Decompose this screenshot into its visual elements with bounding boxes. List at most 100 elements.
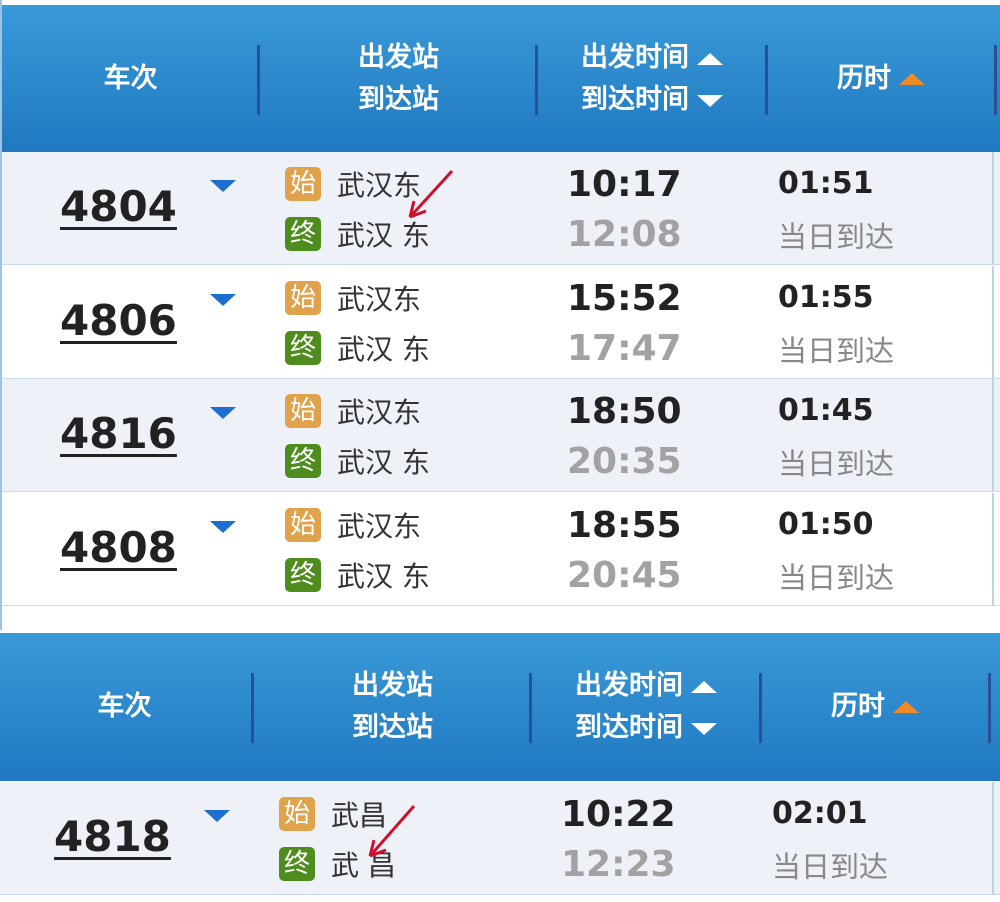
train-number-link[interactable]: 4808: [60, 522, 177, 572]
header-train[interactable]: 车次: [97, 691, 152, 722]
header-divider: [251, 673, 254, 743]
header-divider: [765, 45, 768, 115]
departure-time: 15:52: [567, 277, 682, 319]
departure-station: 始武汉东: [285, 278, 421, 318]
header-time-dep[interactable]: 出发时间: [581, 42, 689, 73]
column-border: [992, 379, 994, 491]
train-number-link[interactable]: 4806: [60, 295, 177, 345]
end-station-icon: 终: [285, 330, 321, 365]
header-stations[interactable]: 出发站 到达站: [260, 5, 537, 153]
arrival-station-name: 武汉 东: [337, 559, 430, 593]
end-station-icon: 终: [279, 847, 315, 881]
train-number-link[interactable]: 4818: [54, 812, 171, 861]
arrival-note: 当日到达: [778, 447, 895, 481]
chevron-down-icon[interactable]: [204, 810, 230, 822]
header-duration-label: 历时: [831, 691, 885, 722]
departure-station: 始武汉东: [285, 505, 421, 545]
train-table-bottom: 车次 出发站 到达站 出发时间 到达时间 历时 4818 始武昌 终武 昌 10…: [0, 633, 1000, 902]
header-divider: [257, 45, 260, 115]
departure-station-name: 武汉东: [337, 282, 422, 316]
sort-up-active-icon[interactable]: [893, 701, 919, 713]
table-header: 车次 出发站 到达站 出发时间 到达时间 历时: [2, 5, 1000, 153]
sort-up-active-icon[interactable]: [899, 73, 925, 85]
train-row[interactable]: 4816 始武汉东 终武汉 东 18:50 20:35 01:45 当日到达: [2, 379, 1000, 492]
arrival-station-name: 武 昌: [331, 849, 396, 882]
header-time-arr[interactable]: 到达时间: [575, 712, 683, 743]
header-station-arr: 到达站: [352, 712, 433, 743]
train-row[interactable]: 4806 始武汉东 终武汉 东 15:52 17:47 01:55 当日到达: [2, 265, 1000, 379]
header-divider: [535, 45, 538, 115]
arrival-note: 当日到达: [778, 560, 895, 595]
header-divider: [994, 45, 997, 115]
column-border: [992, 492, 994, 605]
arrival-station: 终武 昌: [279, 844, 396, 884]
header-time-dep[interactable]: 出发时间: [575, 670, 683, 701]
departure-station: 始武汉东: [285, 391, 421, 431]
header-stations[interactable]: 出发站 到达站: [254, 633, 531, 781]
train-row[interactable]: 4818 始武昌 终武 昌 10:22 12:23 02:01 当日到达: [0, 782, 1000, 895]
header-duration[interactable]: 历时: [762, 633, 988, 781]
departure-station-name: 武汉东: [337, 396, 422, 429]
train-row[interactable]: 4808 始武汉东 终武汉 东 18:55 20:45 01:50 当日到达: [2, 492, 1000, 606]
header-divider: [759, 673, 762, 743]
duration: 02:01: [772, 796, 868, 831]
header-divider: [529, 673, 532, 743]
train-row[interactable]: 4804 始武汉东 终武汉 东 10:17 12:08 01:51 当日到达: [2, 152, 1000, 265]
duration: 01:45: [778, 393, 874, 428]
departure-time: 10:22: [561, 794, 676, 835]
header-duration-label: 历时: [837, 63, 891, 94]
header-station-dep: 出发站: [352, 670, 433, 701]
arrival-note: 当日到达: [778, 333, 895, 368]
chevron-down-icon[interactable]: [210, 293, 236, 306]
departure-station-name: 武汉东: [337, 169, 422, 202]
arrival-station-name: 武汉 东: [337, 332, 430, 366]
duration: 01:50: [778, 506, 874, 542]
departure-time: 18:55: [567, 504, 682, 546]
arrival-time: 12:23: [561, 844, 676, 885]
end-station-icon: 终: [285, 444, 321, 478]
arrival-time: 20:35: [567, 441, 682, 482]
header-train[interactable]: 车次: [103, 63, 158, 94]
sort-up-icon[interactable]: [691, 680, 717, 693]
start-station-icon: 始: [285, 167, 321, 201]
arrival-station: 终武汉 东: [285, 214, 430, 254]
train-number-link[interactable]: 4804: [60, 182, 177, 231]
header-duration[interactable]: 历时: [768, 5, 994, 153]
chevron-down-icon[interactable]: [210, 180, 236, 192]
arrival-station: 终武汉 东: [285, 328, 430, 368]
arrival-station: 终武汉 东: [285, 555, 430, 595]
chevron-down-icon[interactable]: [210, 520, 236, 533]
header-station-dep: 出发站: [358, 42, 439, 73]
start-station-icon: 始: [285, 280, 321, 315]
chevron-down-icon[interactable]: [210, 407, 236, 419]
start-station-icon: 始: [285, 394, 321, 428]
arrival-note: 当日到达: [778, 220, 895, 254]
departure-station: 始武汉东: [285, 164, 421, 204]
arrival-note: 当日到达: [772, 850, 889, 884]
column-border: [992, 782, 994, 894]
arrival-time: 17:47: [567, 327, 682, 369]
start-station-icon: 始: [279, 797, 315, 831]
header-times[interactable]: 出发时间 到达时间: [538, 5, 766, 153]
start-station-icon: 始: [285, 507, 321, 542]
train-table-top: 车次 出发站 到达站 出发时间 到达时间 历时 4804 始武汉东 终武汉 东 …: [0, 0, 1000, 630]
column-border: [992, 265, 994, 378]
departure-time: 18:50: [567, 391, 682, 432]
end-station-icon: 终: [285, 217, 321, 251]
arrival-time: 12:08: [567, 214, 682, 255]
header-station-arr: 到达站: [358, 84, 439, 115]
header-time-arr[interactable]: 到达时间: [581, 84, 689, 115]
end-station-icon: 终: [285, 557, 321, 592]
sort-down-icon[interactable]: [697, 94, 723, 107]
sort-up-icon[interactable]: [697, 52, 723, 65]
duration: 01:55: [778, 279, 874, 315]
departure-time: 10:17: [567, 164, 682, 205]
train-number-link[interactable]: 4816: [60, 409, 177, 458]
arrival-time: 20:45: [567, 554, 682, 596]
sort-down-icon[interactable]: [691, 722, 717, 735]
column-border: [992, 152, 994, 264]
arrival-station-name: 武汉 东: [337, 219, 430, 252]
departure-station-name: 武汉东: [337, 509, 422, 543]
header-times[interactable]: 出发时间 到达时间: [532, 633, 760, 781]
arrival-station-name: 武汉 东: [337, 446, 430, 479]
